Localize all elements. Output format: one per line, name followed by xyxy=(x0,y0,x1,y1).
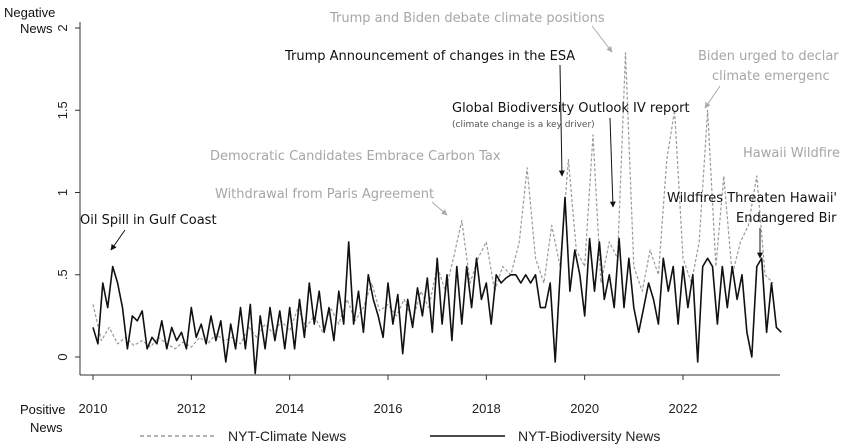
annotation-arrow-oil xyxy=(110,229,126,251)
series-layer xyxy=(92,52,782,375)
x-tick-label-2018: 2018 xyxy=(472,401,501,416)
y-label-negative-line1: Negative xyxy=(4,5,55,20)
annotation-gbo-report: Global Biodiversity Outlook IV report xyxy=(452,101,690,116)
y-tick-label-4: 2 xyxy=(55,24,70,31)
y-tick-label-1: .5 xyxy=(55,269,70,280)
x-tick-label-2022: 2022 xyxy=(669,401,698,416)
annotation-carbon-tax: Democratic Candidates Embrace Carbon Tax xyxy=(210,149,501,164)
x-tick-label-2016: 2016 xyxy=(374,401,403,416)
y-label-positive-line2: News xyxy=(30,420,63,435)
y-label-positive-line1: Positive xyxy=(20,402,66,417)
annotation-oil-spill: Oil Spill in Gulf Coast xyxy=(80,213,217,228)
x-tick-label-2010: 2010 xyxy=(79,401,108,416)
annotation-esa-changes: Trump Announcement of changes in the ESA xyxy=(284,49,575,64)
annotations: Trump and Biden debate climate positions… xyxy=(80,11,840,259)
legend-biodiversity-label: NYT-Biodiversity News xyxy=(518,428,660,444)
y-tick-label-0: 0 xyxy=(55,353,70,360)
annotation-biden-emergency-line1: Biden urged to declar xyxy=(698,49,839,64)
annotation-arrow-esa xyxy=(558,64,565,177)
y-axis: 0 .5 1 1.5 2 xyxy=(55,22,81,375)
annotation-gbo-note: (climate change is a key driver) xyxy=(452,120,595,130)
annotation-arrow-gbo xyxy=(609,117,616,208)
series-line-biodiversity xyxy=(92,196,782,375)
annotation-trump-biden-debate: Trump and Biden debate climate positions xyxy=(329,11,605,26)
annotation-hawaii-wildfire: Hawaii Wildfire xyxy=(743,146,840,161)
annotation-arrow-biden xyxy=(704,85,721,109)
annotation-hawaii-birds-line2: Endangered Bir xyxy=(736,211,837,226)
x-tick-label-2012: 2012 xyxy=(177,401,206,416)
annotation-paris-withdrawal: Withdrawal from Paris Agreement xyxy=(215,187,434,202)
annotation-arrow-debate xyxy=(591,25,613,53)
x-axis: 2010 2012 2014 2016 2018 2020 2022 xyxy=(79,374,780,416)
x-tick-label-2020: 2020 xyxy=(570,401,599,416)
y-tick-label-2: 1 xyxy=(55,189,70,196)
annotation-biden-emergency-line2: climate emergenc xyxy=(712,69,830,84)
annotation-hawaii-birds-line1: Wildfires Threaten Hawaii' xyxy=(667,191,837,206)
legend-climate-label: NYT-Climate News xyxy=(228,428,346,444)
legend: NYT-Climate News NYT-Biodiversity News xyxy=(140,428,660,444)
annotation-arrow-paris xyxy=(431,201,448,216)
y-label-negative-line2: News xyxy=(20,21,53,36)
x-tick-label-2014: 2014 xyxy=(275,401,304,416)
y-tick-label-3: 1.5 xyxy=(55,101,70,119)
